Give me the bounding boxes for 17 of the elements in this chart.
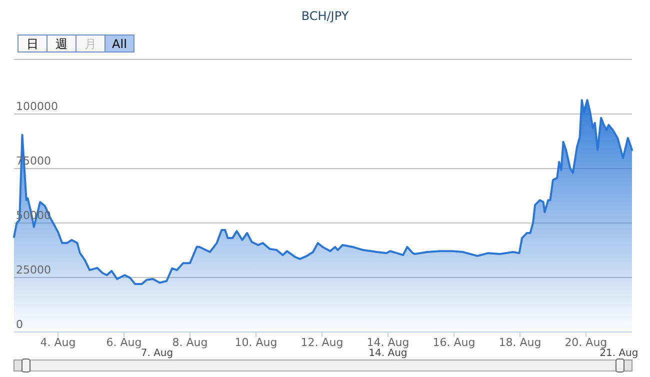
x2-tick-label: 14. Aug: [368, 348, 408, 359]
x-tick-label: 6. Aug: [106, 336, 142, 349]
x-tick-label: 4. Aug: [40, 336, 76, 349]
x-tick-label: 10. Aug: [234, 336, 278, 349]
x-tick-label: 8. Aug: [172, 336, 208, 349]
y-tick-label: 0: [16, 318, 23, 331]
x-tick-label: 12. Aug: [300, 336, 344, 349]
y-tick-label: 25000: [16, 264, 51, 276]
range-buttons: 日 週 月 All: [18, 34, 134, 52]
x-tick-label: 20. Aug: [564, 336, 608, 349]
x-tick-label: 16. Aug: [432, 336, 476, 349]
x-tick-label: 18. Aug: [498, 336, 542, 349]
x2-tick-label: 7. Aug: [140, 348, 174, 359]
x2-tick-label: 21. Aug: [600, 348, 638, 359]
x-tick-label: 14. Aug: [366, 336, 410, 349]
y-tick-label: 100000: [16, 100, 58, 113]
chart-title: BCH/JPY: [301, 9, 350, 23]
